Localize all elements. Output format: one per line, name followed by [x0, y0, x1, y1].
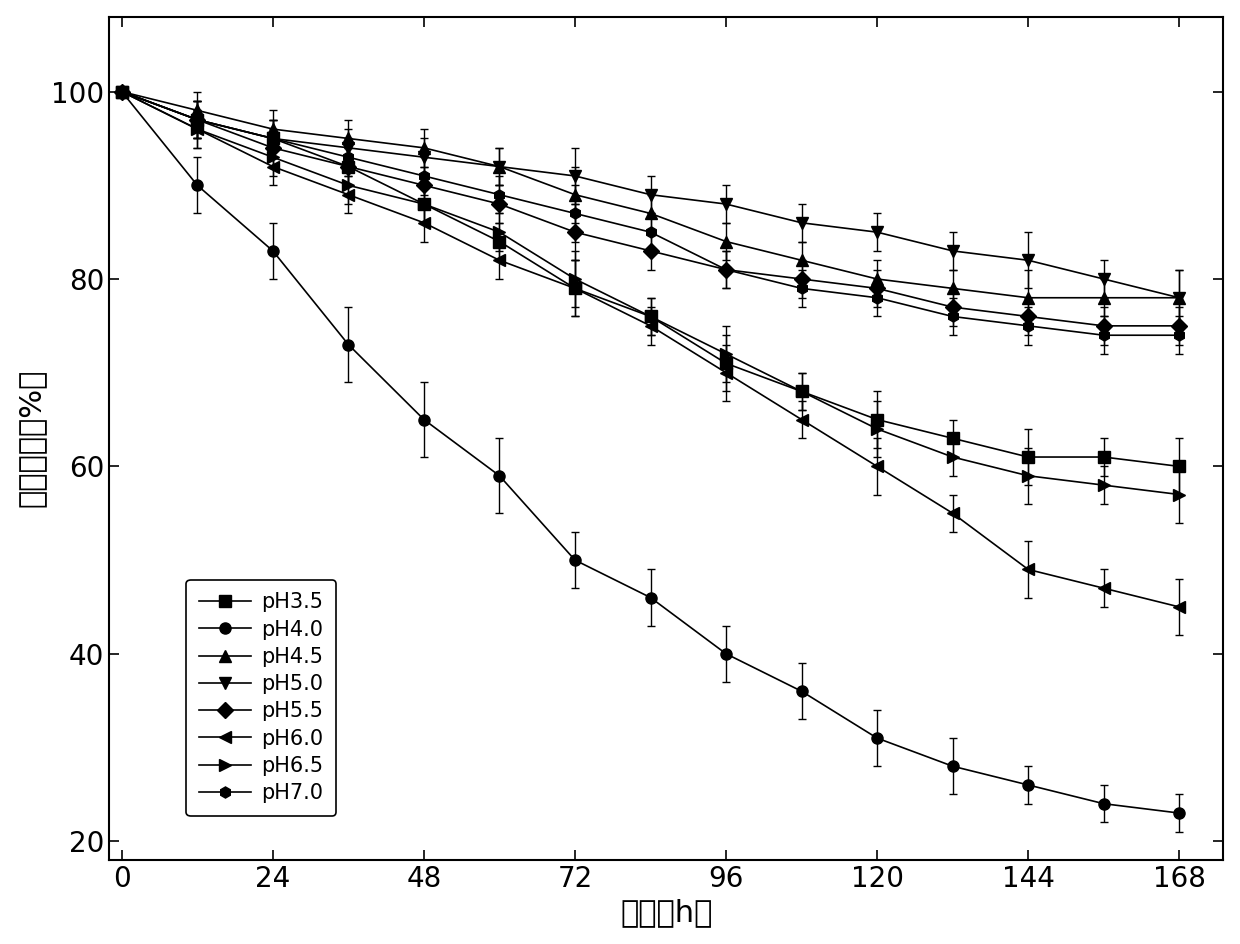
X-axis label: 时间（h）: 时间（h）: [620, 899, 713, 927]
Y-axis label: 残留酶活（%）: 残留酶活（%）: [16, 369, 46, 508]
Legend: pH3.5, pH4.0, pH4.5, pH5.0, pH5.5, pH6.0, pH6.5, pH7.0: pH3.5, pH4.0, pH4.5, pH5.0, pH5.5, pH6.0…: [186, 580, 336, 816]
